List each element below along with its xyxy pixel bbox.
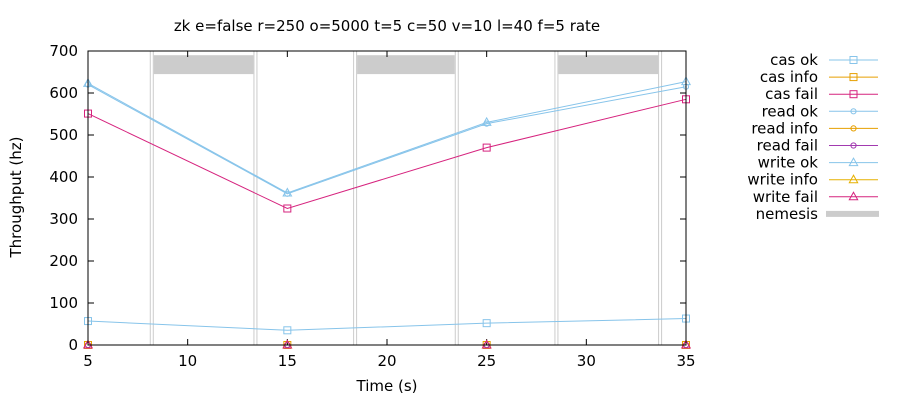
y-tick-label: 400: [49, 168, 78, 186]
legend-swatch-marker: [849, 73, 858, 82]
legend-label: cas fail: [765, 85, 818, 103]
data-point-cas-fail: [482, 143, 491, 152]
nemesis-layer: [149, 51, 663, 345]
legend-swatch-marker: [849, 90, 858, 99]
series-line-cas-fail: [87, 98, 687, 210]
data-point-write-fail: [82, 339, 94, 349]
y-tick-label: 500: [49, 126, 78, 144]
nemesis-band-0: [153, 55, 254, 75]
y-tick-label: 100: [49, 294, 78, 312]
plot-frame: [87, 50, 687, 346]
x-tick-labels: 5 10 15 20 25 30 35: [83, 352, 695, 370]
legend-swatch-marker: [850, 108, 857, 115]
legend-label: write ok: [758, 154, 819, 172]
legend-swatch-marker: [849, 56, 858, 64]
legend-label: read info: [751, 119, 818, 137]
y-tick-label: 600: [49, 84, 78, 102]
x-axis-label: Time (s): [356, 377, 418, 395]
series-line-write-ok: [87, 81, 687, 194]
data-point-write-fail: [680, 339, 692, 349]
x-tick-label: 25: [477, 352, 496, 370]
legend-label: write info: [747, 171, 818, 189]
legend-label: cas ok: [770, 51, 818, 69]
series-line-cas-ok: [87, 318, 687, 331]
legend-label: nemesis: [756, 205, 819, 223]
series-line-read-ok: [87, 84, 687, 195]
nemesis-band-2: [558, 55, 659, 75]
legend-swatch-marker: [848, 191, 859, 201]
legend-label: cas info: [760, 68, 818, 86]
chart-title: zk e=false r=250 o=5000 t=5 c=50 v=10 l=…: [174, 17, 600, 35]
x-tick-label: 35: [676, 352, 695, 370]
legend-label: write fail: [753, 188, 818, 206]
x-tick-label: 30: [577, 352, 596, 370]
y-tick-label: 200: [49, 252, 78, 270]
y-tick-label: 700: [49, 42, 78, 60]
data-point-cas-ok: [283, 326, 292, 335]
data-point-write-fail: [282, 339, 293, 349]
x-tick-label: 20: [377, 352, 396, 370]
data-point-cas-ok: [482, 319, 491, 328]
y-axis-label: Throughput (hz): [7, 137, 25, 259]
data-point-cas-fail: [283, 204, 292, 213]
data-point-write-ok: [481, 116, 492, 126]
nemesis-band-1: [357, 55, 455, 75]
legend-label: read ok: [762, 102, 819, 120]
x-tick-label: 5: [83, 352, 93, 370]
x-tick-label: 10: [178, 352, 197, 370]
data-point-write-fail: [481, 339, 492, 349]
axis-ticks: [87, 50, 687, 346]
series-cas-ok: [84, 314, 690, 335]
series-layer: [82, 76, 692, 349]
legend-label: read fail: [757, 137, 818, 155]
legend-swatch-marker: [848, 157, 859, 167]
series-cas-fail: [84, 95, 690, 213]
y-tick-label: 0: [68, 336, 78, 354]
x-tick-label: 15: [278, 352, 297, 370]
y-tick-labels: 0 100 200 300 400 500 600 700: [49, 42, 78, 354]
legend-swatch-marker: [848, 174, 859, 184]
legend-swatch-marker: [850, 142, 857, 149]
legend-swatch-nemesis: [826, 210, 879, 217]
legend-swatch-marker: [850, 125, 857, 132]
data-point-write-ok: [282, 187, 293, 197]
y-tick-label: 300: [49, 210, 78, 228]
